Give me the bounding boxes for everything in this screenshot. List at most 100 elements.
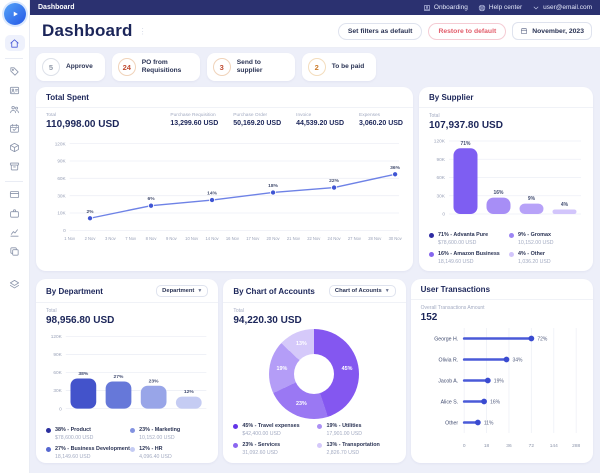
svg-text:10 Nov: 10 Nov — [185, 236, 199, 241]
svg-text:Jacob A.: Jacob A. — [438, 378, 458, 384]
svg-text:2%: 2% — [86, 209, 94, 215]
total-spent-total: Total 110,998.00 USD — [46, 113, 120, 130]
stat-card[interactable]: 24 PO from Requisitions — [111, 53, 200, 81]
card-title: User Transactions — [420, 285, 491, 294]
date-picker-button[interactable]: November, 2023 — [512, 22, 592, 40]
legend-item: 13% - Transportation 2,826.70 USD — [317, 442, 395, 456]
svg-text:120K: 120K — [434, 139, 446, 145]
sidebar-divider — [4, 58, 23, 59]
svg-text:38%: 38% — [78, 371, 88, 377]
svg-text:36: 36 — [506, 443, 512, 449]
legend-item: 45% - Travel expenses $42,400.00 USD — [233, 423, 311, 437]
legend-dot — [509, 232, 514, 238]
title-menu-icon: ⋮ — [138, 26, 147, 36]
stat-label: Approve — [66, 63, 93, 71]
svg-text:30K: 30K — [436, 193, 445, 199]
svg-text:144: 144 — [549, 443, 557, 449]
svg-text:18%: 18% — [268, 183, 278, 189]
legend-item: 23% - Services 31,092.60 USD — [233, 442, 311, 456]
legend-item: 27% - Business Development 18,149.60 USD — [46, 446, 130, 460]
briefcase-icon[interactable] — [5, 205, 25, 221]
svg-text:21 Nov: 21 Nov — [287, 236, 301, 241]
main-content: 5 Approve 24 PO from Requisitions 3 Send to s… — [30, 48, 600, 473]
home-icon[interactable] — [4, 35, 25, 51]
svg-text:28 Nov: 28 Nov — [368, 236, 382, 241]
onboarding-button[interactable]: Onboarding — [423, 4, 468, 12]
legend-dot — [317, 423, 323, 429]
spent-metric: Expenses 3,060.20 USD — [359, 113, 403, 127]
spent-metric: Purchase Requisition 13,299.60 USD — [170, 113, 219, 127]
legend-dot — [429, 232, 434, 238]
transactions-total: 152 — [420, 312, 438, 323]
credit-card-icon[interactable] — [5, 186, 25, 202]
play-icon — [13, 11, 18, 17]
svg-text:72: 72 — [528, 443, 534, 449]
legend-dot — [233, 442, 239, 448]
legend-item: 4% - Other 1,036.20 USD — [509, 251, 583, 265]
legend-item: 71% - Advanta Pure $78,600.00 USD — [429, 232, 503, 246]
chart-of-accounts-dropdown[interactable]: Chart of Acounts ▼ — [328, 285, 396, 297]
legend-dot — [46, 427, 51, 433]
sidebar — [0, 0, 30, 473]
svg-text:90K: 90K — [57, 159, 66, 165]
package-icon[interactable] — [5, 139, 25, 155]
set-filters-default-button[interactable]: Set filters as default — [337, 22, 423, 40]
svg-text:71%: 71% — [460, 141, 471, 147]
calendar-check-icon[interactable] — [5, 120, 25, 136]
users-icon[interactable] — [5, 101, 25, 117]
badge-icon — [423, 4, 430, 11]
stat-card[interactable]: 5 Approve — [36, 53, 105, 81]
help-center-button[interactable]: Help center — [478, 4, 522, 12]
svg-text:90K: 90K — [436, 157, 445, 163]
card-title: By Department — [46, 286, 103, 296]
card-title: By Chart of Accounts — [233, 286, 315, 296]
chevron-down-icon: ▼ — [384, 288, 390, 294]
svg-text:3 Nov: 3 Nov — [105, 236, 117, 241]
stat-label: PO from Requisitions — [141, 59, 182, 74]
svg-text:8 Nov: 8 Nov — [146, 236, 158, 241]
svg-text:9%: 9% — [528, 196, 536, 202]
card-user-transactions: User Transactions Overall Transactions A… — [410, 279, 593, 463]
supplier-legend: 71% - Advanta Pure $78,600.00 USD 9% - Gro… — [429, 232, 583, 265]
line-chart-icon[interactable] — [5, 224, 25, 240]
svg-text:14%: 14% — [207, 191, 217, 197]
svg-text:1 Nov: 1 Nov — [64, 236, 76, 241]
app-logo[interactable] — [3, 3, 26, 25]
svg-text:Other: Other — [445, 420, 458, 426]
department-dropdown[interactable]: Department ▼ — [156, 285, 209, 297]
svg-text:27%: 27% — [114, 374, 124, 380]
total-spent-line-chart: 0 10K 30K 60K 90K 120K 1 Nov 2 Nov 3 Nov 7 Nov 8 N… — [46, 130, 403, 249]
stat-card[interactable]: 2 To be paid — [301, 53, 377, 81]
svg-text:23%: 23% — [149, 378, 159, 384]
archive-icon[interactable] — [5, 158, 25, 174]
legend-dot — [233, 423, 239, 429]
stat-card[interactable]: 3 Send to supplier — [206, 53, 295, 81]
stat-cards-row: 5 Approve 24 PO from Requisitions 3 Send to s… — [36, 53, 593, 81]
svg-text:18: 18 — [484, 443, 490, 449]
accounts-total: 94,220.30 USD — [233, 315, 302, 326]
lifebuoy-icon — [478, 4, 486, 11]
restore-default-button[interactable]: Restore to default — [428, 22, 507, 40]
svg-text:2 Nov: 2 Nov — [85, 236, 97, 241]
card-title: By Supplier — [429, 93, 474, 102]
svg-text:36%: 36% — [390, 165, 400, 171]
transactions-lollipop-chart: 0 18 36 72 144 288 George H. 72% Olivia R. 34% Jac… — [421, 323, 583, 458]
svg-text:12%: 12% — [184, 389, 194, 395]
donut-slice-label: 45% — [341, 365, 353, 372]
svg-text:17 Nov: 17 Nov — [246, 236, 260, 241]
user-menu[interactable]: user@email.com — [532, 4, 592, 12]
card-title: Total Spent — [46, 93, 89, 102]
stat-label: Send to supplier — [236, 59, 263, 74]
topbar: Dashboard Onboarding Help center user@em… — [30, 0, 600, 15]
layers-icon[interactable] — [5, 276, 25, 292]
svg-text:22 Nov: 22 Nov — [307, 236, 321, 241]
department-bar-chart: 0 30K 60K 90K 120K 38% 27% 23% 12% — [46, 326, 208, 423]
legend-item: 9% - Gromax 10,152.00 USD — [509, 232, 583, 246]
tag-icon[interactable] — [5, 63, 25, 79]
svg-text:6%: 6% — [147, 196, 155, 202]
stat-count: 5 — [42, 58, 60, 76]
id-card-icon[interactable] — [5, 82, 25, 98]
legend-item: 16% - Amazon Business 18,149.60 USD — [429, 251, 503, 265]
copy-icon[interactable] — [5, 243, 25, 259]
svg-text:72%: 72% — [537, 336, 548, 342]
